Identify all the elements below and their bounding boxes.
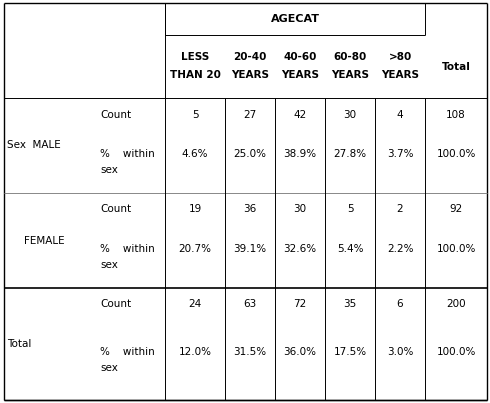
Text: LESS: LESS: [181, 52, 209, 62]
Text: Total: Total: [441, 62, 470, 71]
Text: THAN 20: THAN 20: [170, 71, 220, 81]
Text: 19: 19: [188, 204, 201, 214]
Text: 35: 35: [343, 299, 357, 309]
Text: 24: 24: [188, 299, 201, 309]
Text: 4.6%: 4.6%: [182, 149, 208, 159]
Text: >80: >80: [389, 52, 412, 62]
Text: 12.0%: 12.0%: [178, 347, 212, 357]
Text: sex: sex: [100, 165, 118, 175]
Text: 36.0%: 36.0%: [284, 347, 317, 357]
Text: 200: 200: [446, 299, 466, 309]
Text: sex: sex: [100, 260, 118, 270]
Text: 31.5%: 31.5%: [233, 347, 267, 357]
Text: FEMALE: FEMALE: [24, 235, 65, 245]
Text: 100.0%: 100.0%: [436, 149, 476, 159]
Text: Sex  MALE: Sex MALE: [7, 141, 61, 150]
Text: 100.0%: 100.0%: [436, 347, 476, 357]
Text: 30: 30: [343, 110, 357, 120]
Text: 38.9%: 38.9%: [283, 149, 317, 159]
Text: 17.5%: 17.5%: [333, 347, 367, 357]
Text: 25.0%: 25.0%: [234, 149, 267, 159]
Text: 20.7%: 20.7%: [178, 243, 212, 253]
Text: 36: 36: [244, 204, 257, 214]
Text: YEARS: YEARS: [231, 71, 269, 81]
Text: 3.0%: 3.0%: [387, 347, 413, 357]
Text: 5.4%: 5.4%: [337, 243, 363, 253]
Text: 5: 5: [192, 110, 198, 120]
Text: 2: 2: [397, 204, 403, 214]
Text: YEARS: YEARS: [331, 71, 369, 81]
Text: Total: Total: [7, 339, 31, 349]
Text: 4: 4: [397, 110, 403, 120]
Text: Count: Count: [100, 204, 131, 214]
Text: %    within: % within: [100, 149, 155, 159]
Text: 42: 42: [294, 110, 307, 120]
Text: 72: 72: [294, 299, 307, 309]
Text: 27.8%: 27.8%: [333, 149, 367, 159]
Text: 27: 27: [244, 110, 257, 120]
Text: %    within: % within: [100, 243, 155, 253]
Text: 32.6%: 32.6%: [283, 243, 317, 253]
Text: 40-60: 40-60: [283, 52, 317, 62]
Text: 60-80: 60-80: [333, 52, 367, 62]
Text: 92: 92: [449, 204, 463, 214]
Text: AGECAT: AGECAT: [270, 14, 319, 24]
Text: sex: sex: [100, 363, 118, 373]
Text: 100.0%: 100.0%: [436, 243, 476, 253]
Text: 5: 5: [347, 204, 353, 214]
Text: 20-40: 20-40: [233, 52, 267, 62]
Text: 30: 30: [294, 204, 307, 214]
Text: 2.2%: 2.2%: [387, 243, 413, 253]
Text: YEARS: YEARS: [381, 71, 419, 81]
Text: %    within: % within: [100, 347, 155, 357]
Text: Count: Count: [100, 110, 131, 120]
Text: 6: 6: [397, 299, 403, 309]
Text: 63: 63: [244, 299, 257, 309]
Text: 108: 108: [446, 110, 466, 120]
Text: Count: Count: [100, 299, 131, 309]
Text: YEARS: YEARS: [281, 71, 319, 81]
Text: 39.1%: 39.1%: [233, 243, 267, 253]
Text: 3.7%: 3.7%: [387, 149, 413, 159]
